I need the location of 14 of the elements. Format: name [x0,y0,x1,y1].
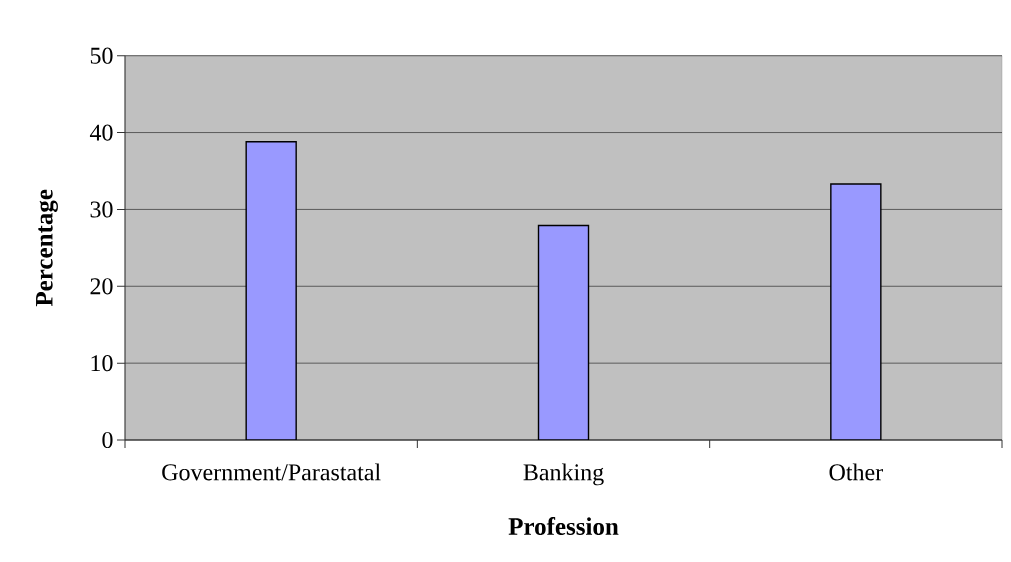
bar [830,183,882,440]
y-axis-title: Percentage [36,189,58,307]
bar [245,141,297,440]
y-tick-label: 10 [91,355,113,372]
y-tick-label: 30 [90,201,113,218]
bar [537,224,590,440]
x-tick-label: Government/Parastatal [162,463,381,481]
y-tick-label: 20 [90,278,113,295]
x-tick-label: Banking [523,463,604,486]
y-tick-label: 50 [90,47,113,64]
y-tick-label: 0 [102,431,113,449]
y-tick-label: 40 [89,124,113,141]
x-tick-label: Other [829,463,883,481]
x-axis-title: Profession [508,517,619,535]
